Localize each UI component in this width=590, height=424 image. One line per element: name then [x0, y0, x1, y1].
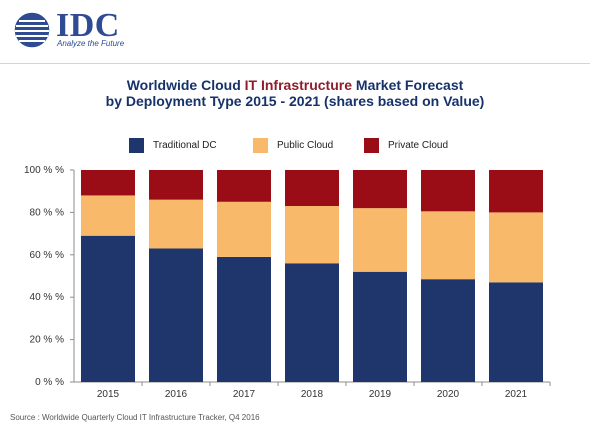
bar-segment-private-cloud-2020: [421, 170, 475, 212]
bar-segment-public-cloud-2017: [217, 201, 271, 257]
legend-swatch-traditional-dc: [129, 137, 144, 153]
chart-title-highlight: IT Infrastructure: [244, 77, 353, 93]
legend-label-traditional-dc: Traditional DC: [153, 139, 217, 151]
legend-item-public-cloud: Public Cloud: [253, 136, 333, 154]
bar-segment-public-cloud-2020: [421, 211, 475, 280]
legend-label-private-cloud: Private Cloud: [388, 139, 449, 151]
brand-tagline: Analyze the Future: [57, 39, 125, 48]
bar-segment-private-cloud-2015: [81, 170, 135, 196]
bar-segment-traditional-dc-2019: [353, 271, 407, 382]
y-tick-label: 100 % %: [24, 165, 64, 176]
bar-segment-private-cloud-2021: [489, 170, 543, 213]
stacked-bar-chart: 0 % % 20 % % 40 % % 60 % % 80 % % 100 % % 2015…: [24, 165, 551, 400]
bar-segment-public-cloud-2016: [149, 199, 203, 249]
x-tick-label: 2016: [165, 389, 188, 400]
bar-segment-private-cloud-2019: [353, 170, 407, 209]
brand-name: IDC: [56, 7, 120, 44]
bar-segment-traditional-dc-2020: [421, 279, 475, 382]
bar-segment-public-cloud-2019: [353, 208, 407, 272]
globe-icon: [13, 11, 51, 49]
x-tick-label: 2015: [97, 389, 120, 400]
y-tick-label: 20 % %: [30, 335, 65, 346]
bar-segment-public-cloud-2018: [285, 206, 339, 264]
bar-segment-public-cloud-2015: [81, 195, 135, 236]
chart-title-prefix: Worldwide Cloud: [126, 77, 245, 93]
chart-legend: Traditional DC Public Cloud Private Clou…: [129, 136, 489, 154]
x-tick-label: 2021: [505, 389, 528, 400]
bar-segment-traditional-dc-2018: [285, 263, 339, 382]
bar-segment-private-cloud-2018: [285, 170, 339, 207]
header: IDC Analyze the Future: [0, 0, 590, 64]
chart-title-suffix: Market Forecast: [352, 77, 464, 93]
x-tick-label: 2017: [233, 389, 256, 400]
bar-segment-traditional-dc-2021: [489, 282, 543, 382]
source-note: Source : Worldwide Quarterly Cloud IT In…: [10, 413, 260, 422]
bar-segment-public-cloud-2021: [489, 212, 543, 283]
bar-segment-private-cloud-2017: [217, 170, 271, 202]
header-divider: [0, 63, 590, 64]
x-tick-label: 2020: [437, 389, 460, 400]
legend-item-traditional-dc: Traditional DC: [129, 136, 217, 154]
y-tick-label: 80 % %: [30, 207, 65, 218]
idc-logo: IDC Analyze the Future: [12, 7, 157, 50]
legend-swatch-private-cloud: [364, 137, 379, 153]
y-tick-label: 40 % %: [30, 292, 65, 303]
chart-title: Worldwide Cloud IT Infrastructure Market…: [0, 77, 590, 109]
bar-segment-traditional-dc-2015: [81, 235, 135, 382]
legend-item-private-cloud: Private Cloud: [364, 136, 448, 154]
x-tick-label: 2019: [369, 389, 392, 400]
legend-swatch-public-cloud: [253, 137, 268, 153]
chart-title-line-1: Worldwide Cloud IT Infrastructure Market…: [0, 77, 590, 93]
legend-label-public-cloud: Public Cloud: [277, 139, 334, 151]
bar-segment-traditional-dc-2016: [149, 248, 203, 382]
y-tick-label: 0 % %: [35, 377, 64, 388]
y-tick-label: 60 % %: [30, 250, 65, 261]
chart-area: 0 % % 20 % % 40 % % 60 % % 80 % % 100 % % 2015…: [0, 160, 590, 400]
bar-segment-private-cloud-2016: [149, 170, 203, 200]
chart-title-line-2: by Deployment Type 2015 - 2021 (shares b…: [105, 93, 485, 109]
bar-segment-traditional-dc-2017: [217, 256, 271, 382]
x-tick-label: 2018: [301, 389, 324, 400]
